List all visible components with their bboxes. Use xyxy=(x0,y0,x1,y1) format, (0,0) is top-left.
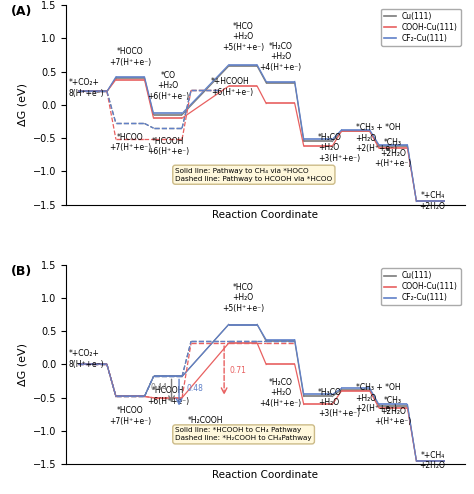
Text: *+CO₂+
8(H⁺+e⁻): *+CO₂+ 8(H⁺+e⁻) xyxy=(68,349,104,369)
Text: Solid line: Pathway to CH₄ via *HOCO
Dashed line: Pathway to HCOOH via *HCOO: Solid line: Pathway to CH₄ via *HOCO Das… xyxy=(175,168,332,182)
Text: 0.71: 0.71 xyxy=(230,366,246,375)
Legend: Cu(111), COOH-Cu(111), CF₂-Cu(111): Cu(111), COOH-Cu(111), CF₂-Cu(111) xyxy=(381,9,461,45)
Text: *HOCO
+7(H⁺+e⁻): *HOCO +7(H⁺+e⁻) xyxy=(109,47,151,67)
Text: *CO
+H₂O
+6(H⁺+e⁻): *CO +H₂O +6(H⁺+e⁻) xyxy=(147,71,189,101)
Y-axis label: ΔG (eV): ΔG (eV) xyxy=(18,83,27,126)
Text: *HCOO
+7(H⁺+e⁻): *HCOO +7(H⁺+e⁻) xyxy=(109,407,151,426)
Text: (B): (B) xyxy=(10,265,32,278)
X-axis label: Reaction Coordinate: Reaction Coordinate xyxy=(212,210,319,220)
X-axis label: Reaction Coordinate: Reaction Coordinate xyxy=(212,470,319,480)
Legend: Cu(111), COOH-Cu(111), CF₂-Cu(111): Cu(111), COOH-Cu(111), CF₂-Cu(111) xyxy=(381,268,461,305)
Text: *+HCOOH
+6(H⁺+e⁻): *+HCOOH +6(H⁺+e⁻) xyxy=(211,78,253,97)
Text: *HCO
+H₂O
+5(H⁺+e⁻): *HCO +H₂O +5(H⁺+e⁻) xyxy=(222,22,264,51)
Text: *HCOOH
+6(H⁺+e⁻): *HCOOH +6(H⁺+e⁻) xyxy=(147,386,189,406)
Text: *H₂CO
+H₂O
+4(H⁺+e⁻): *H₂CO +H₂O +4(H⁺+e⁻) xyxy=(259,378,301,408)
Text: *HCOO
+7(H⁺+e⁻): *HCOO +7(H⁺+e⁻) xyxy=(109,133,151,152)
Text: *H₃CO
+H₂O
+3(H⁺+e⁻): *H₃CO +H₂O +3(H⁺+e⁻) xyxy=(318,388,360,417)
Text: *H₂COOH
+5(H⁺+e⁻): *H₂COOH +5(H⁺+e⁻) xyxy=(184,416,227,436)
Text: *CH₃
+2H₂O
+(H⁺+e⁻): *CH₃ +2H₂O +(H⁺+e⁻) xyxy=(374,138,412,168)
Text: *CH₃ + *OH
+H₂O
+2(H⁺+e⁻): *CH₃ + *OH +H₂O +2(H⁺+e⁻) xyxy=(356,124,400,153)
Text: *+CO₂+
8(H⁺+e⁻): *+CO₂+ 8(H⁺+e⁻) xyxy=(68,79,104,98)
Text: (A): (A) xyxy=(10,5,32,18)
Text: 0.44: 0.44 xyxy=(151,383,168,392)
Text: 0.48: 0.48 xyxy=(187,384,203,393)
Text: *H₂CO
+H₂O
+4(H⁺+e⁻): *H₂CO +H₂O +4(H⁺+e⁻) xyxy=(259,41,301,72)
Text: *HCOOH
+6(H⁺+e⁻): *HCOOH +6(H⁺+e⁻) xyxy=(147,137,189,156)
Text: *CH₃ + *OH
+H₂O
+2(H⁺+e⁻): *CH₃ + *OH +H₂O +2(H⁺+e⁻) xyxy=(356,383,400,413)
Text: *HCO
+H₂O
+5(H⁺+e⁻): *HCO +H₂O +5(H⁺+e⁻) xyxy=(222,283,264,313)
Text: Solid line: *HCOOH to CH₄ Pathway
Dashed line: *H₂COOH to CH₄Pathway: Solid line: *HCOOH to CH₄ Pathway Dashed… xyxy=(175,427,312,442)
Y-axis label: ΔG (eV): ΔG (eV) xyxy=(18,343,27,386)
Text: *CH₃
+2H₂O
+(H⁺+e⁻): *CH₃ +2H₂O +(H⁺+e⁻) xyxy=(374,397,412,426)
Text: *H₃CO
+H₂O
+3(H⁺+e⁻): *H₃CO +H₂O +3(H⁺+e⁻) xyxy=(318,133,360,163)
Text: *+CH₄
+2H₂O: *+CH₄ +2H₂O xyxy=(419,451,446,470)
Text: *+CH₄
+2H₂O: *+CH₄ +2H₂O xyxy=(419,191,446,211)
